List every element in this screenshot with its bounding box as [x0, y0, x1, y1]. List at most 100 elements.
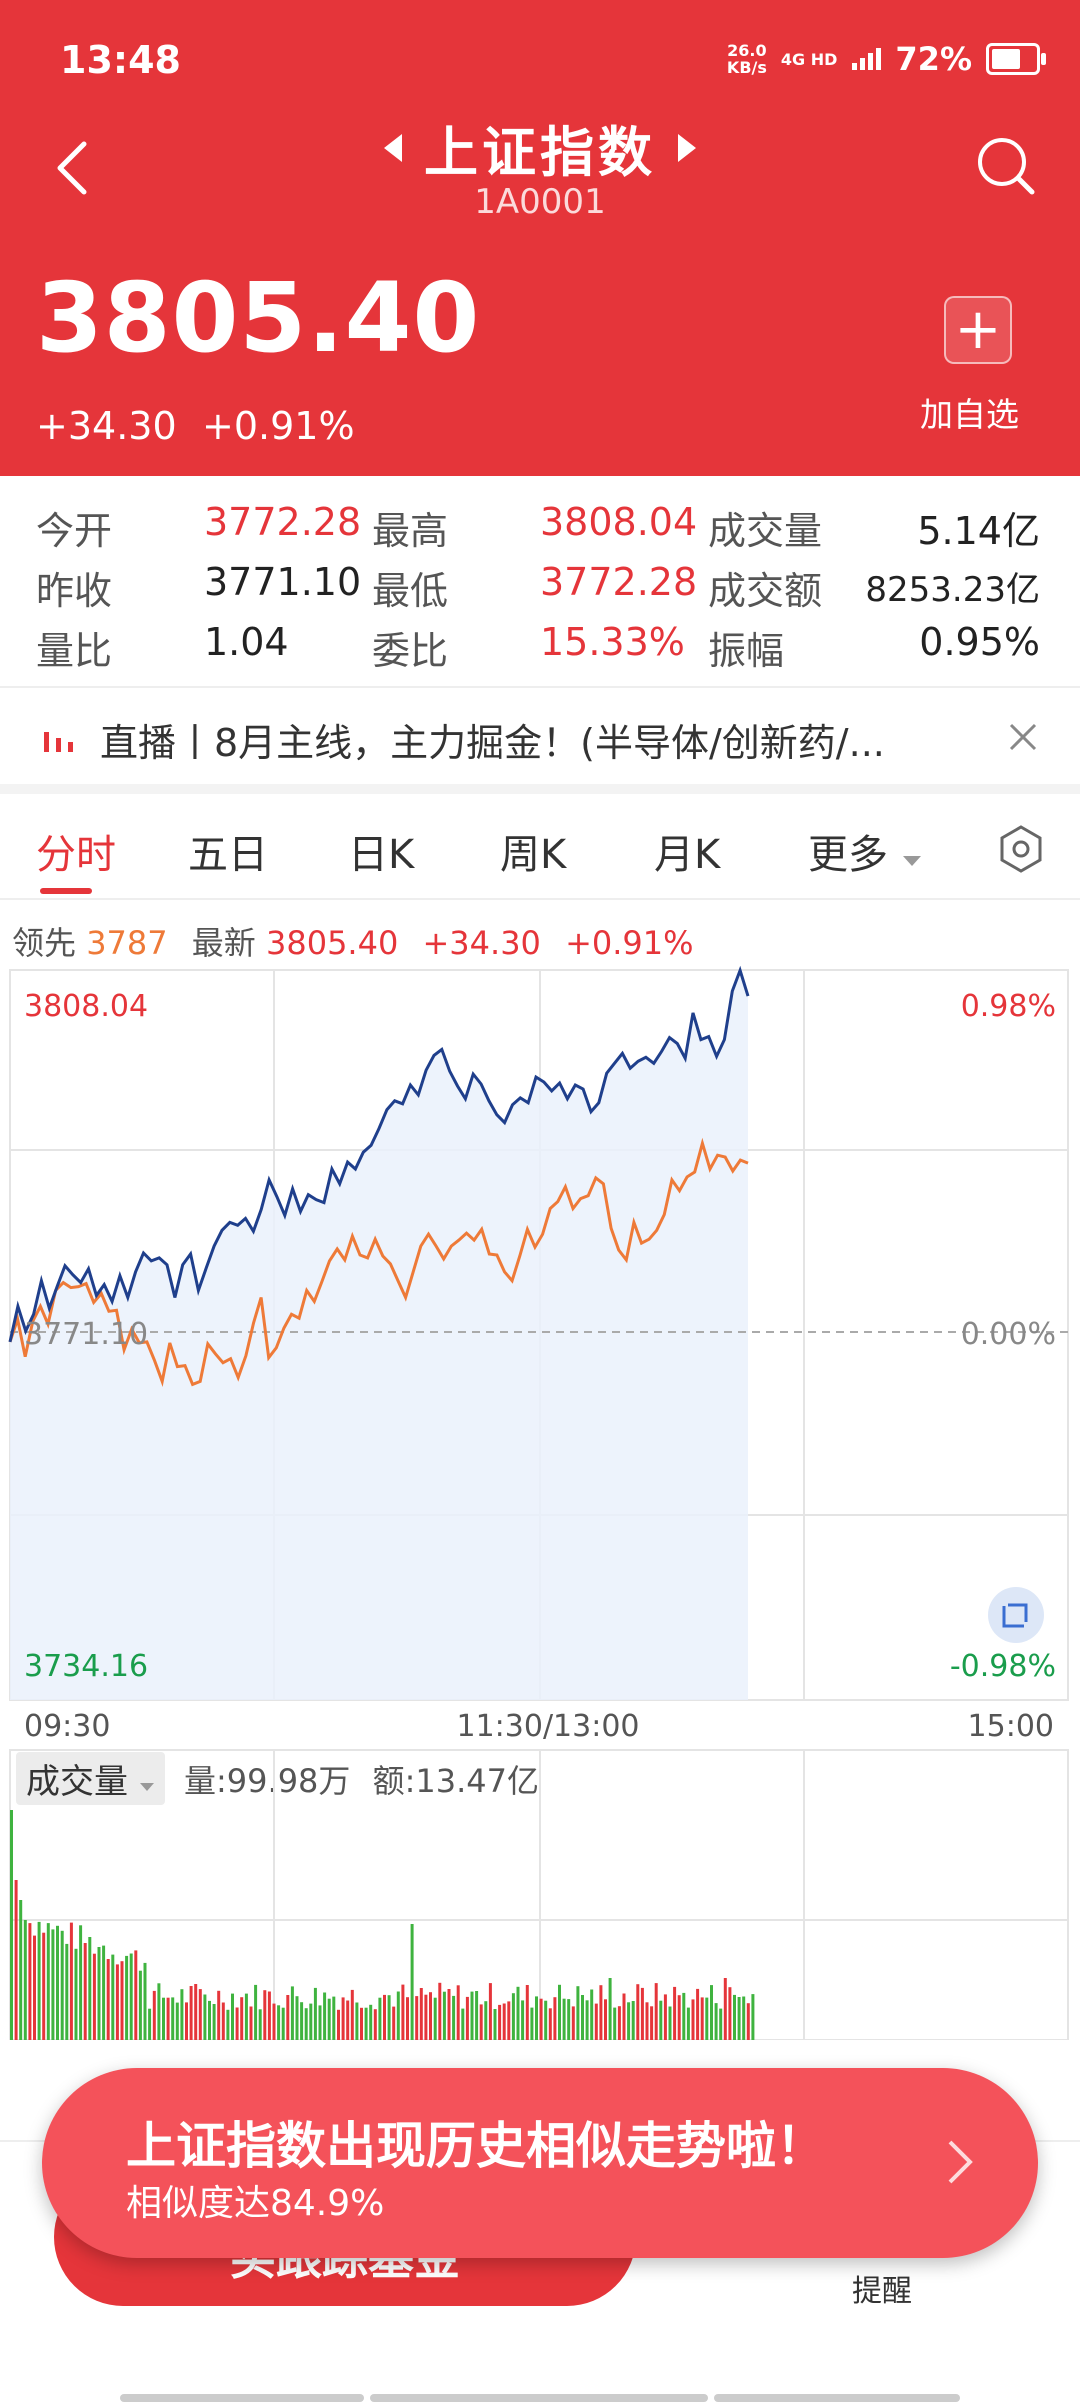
tab-more-label: 更多	[808, 832, 888, 878]
volume-bar	[208, 2000, 211, 2040]
volume-bar	[663, 1994, 667, 2040]
nav-indicator	[714, 2394, 960, 2402]
volume-bar	[535, 1996, 538, 2040]
volume-bar	[544, 2000, 548, 2040]
volume-indicator-dropdown[interactable]: 成交量	[16, 1752, 165, 1805]
search-icon[interactable]	[974, 134, 1038, 198]
volume-bar	[594, 2003, 598, 2040]
latest-change: +34.30	[422, 924, 541, 962]
volume-bar	[304, 2008, 308, 2040]
volume-bar	[396, 1991, 400, 2040]
tab-daily-k[interactable]: 日K	[348, 832, 415, 878]
volume-bar	[654, 1983, 658, 2040]
volume-bar	[281, 2007, 285, 2040]
volume-bar	[742, 1996, 746, 2040]
price-change: +34.30	[36, 404, 177, 448]
volume-info: 量:99.98万 额:13.47亿	[184, 1756, 539, 1802]
latest-label: 最新	[191, 924, 256, 962]
chevron-right-icon[interactable]	[940, 2132, 980, 2192]
volume-bar	[175, 2002, 179, 2040]
add-watchlist-button[interactable]: +	[944, 296, 1012, 364]
volume-bar	[710, 1985, 713, 2040]
stat-high-label: 最高	[372, 509, 449, 553]
remind-button[interactable]: 提醒	[852, 2274, 912, 2309]
volume-bar	[313, 1987, 317, 2040]
stat-prev: 3771.10	[204, 560, 362, 604]
y-label-mid: 3771.10	[24, 1317, 148, 1352]
volume-bar	[369, 2004, 373, 2040]
x-label-open: 09:30	[24, 1709, 110, 1740]
volume-bar	[401, 1984, 405, 2040]
back-icon[interactable]	[54, 140, 90, 196]
intraday-chart[interactable]: 3808.04 3771.10 3734.16 0.98% 0.00% -0.9…	[0, 960, 1080, 1740]
volume-bar	[493, 2009, 497, 2040]
stat-committee-label: 委比	[372, 629, 449, 673]
leader-label: 领先	[12, 924, 77, 962]
volume-bar	[244, 1993, 248, 2040]
volume-bar	[433, 1997, 437, 2040]
next-index-icon[interactable]	[678, 134, 696, 162]
fullscreen-icon[interactable]	[988, 1587, 1044, 1643]
volume-bar	[507, 2001, 511, 2040]
volume-bar	[419, 1988, 423, 2040]
stat-open-label: 今开	[36, 509, 113, 553]
volume-bar	[406, 1997, 409, 2040]
volume-bar	[341, 1997, 345, 2040]
volume-bar	[171, 1997, 175, 2040]
tab-monthly-k[interactable]: 月K	[654, 832, 721, 878]
volume-bar	[46, 1923, 50, 2040]
volume-bar	[157, 1983, 161, 2040]
volume-bar	[447, 1989, 451, 2040]
volume-bar	[442, 1991, 446, 2040]
price-change-pct: +0.91%	[202, 404, 355, 448]
current-price: 3805.40	[36, 262, 481, 374]
volume-bar	[300, 2002, 304, 2040]
volume-bar	[567, 1999, 571, 2040]
live-text[interactable]: 直播丨8月主线，主力掘金！(半导体/创新药/...	[100, 721, 885, 765]
plus-icon: +	[954, 297, 1002, 362]
volume-bar	[530, 2007, 534, 2040]
tab-weekly-k[interactable]: 周K	[500, 832, 567, 878]
tab-five-day[interactable]: 五日	[188, 832, 268, 878]
latest-value: 3805.40	[265, 924, 399, 962]
similar-trend-popup[interactable]	[42, 2068, 1038, 2258]
volume-bar	[92, 1953, 96, 2040]
stat-committee: 15.33%	[540, 620, 685, 664]
volume-button-label: 成交量	[26, 1762, 128, 1802]
volume-bar	[33, 1935, 36, 2040]
volume-bar	[88, 1937, 92, 2040]
volume-bar	[295, 1996, 299, 2040]
net-speed: 26.0 KB/s	[726, 41, 767, 77]
volume-bar	[83, 1943, 87, 2040]
series-line-index	[8, 965, 750, 1343]
volume-bar	[645, 2002, 649, 2040]
volume-bar	[28, 1923, 32, 2040]
volume-bar	[576, 1986, 580, 2040]
popup-title[interactable]: 上证指数出现历史相似走势啦！	[126, 2117, 826, 2175]
volume-qty-label: 量:	[184, 1762, 227, 1800]
close-icon[interactable]	[1008, 722, 1038, 752]
tab-intraday[interactable]: 分时	[36, 832, 116, 878]
volume-bar	[590, 1989, 594, 2040]
volume-bar	[548, 2008, 552, 2040]
volume-bar	[502, 2003, 506, 2040]
prev-index-icon[interactable]	[384, 134, 402, 162]
volume-bar	[240, 1997, 244, 2040]
volume-bar	[74, 1948, 78, 2040]
volume-bar	[581, 1995, 584, 2040]
volume-bar	[465, 1996, 469, 2040]
stat-low-label: 最低	[372, 569, 449, 613]
volume-bar	[277, 2005, 281, 2040]
volume-bar	[746, 2003, 750, 2040]
volume-bar	[553, 1997, 557, 2040]
volume-bar	[102, 1945, 106, 2040]
volume-bar	[323, 1992, 327, 2040]
volume-bar	[733, 1994, 736, 2040]
volume-bar	[516, 1986, 520, 2040]
tab-more[interactable]: 更多	[808, 822, 923, 880]
volume-bar	[235, 2007, 239, 2040]
add-watchlist-label[interactable]: 加自选	[920, 395, 1019, 434]
volume-bar	[194, 1984, 198, 2040]
settings-icon[interactable]	[996, 824, 1046, 874]
volume-amt: 13.47亿	[415, 1762, 540, 1800]
